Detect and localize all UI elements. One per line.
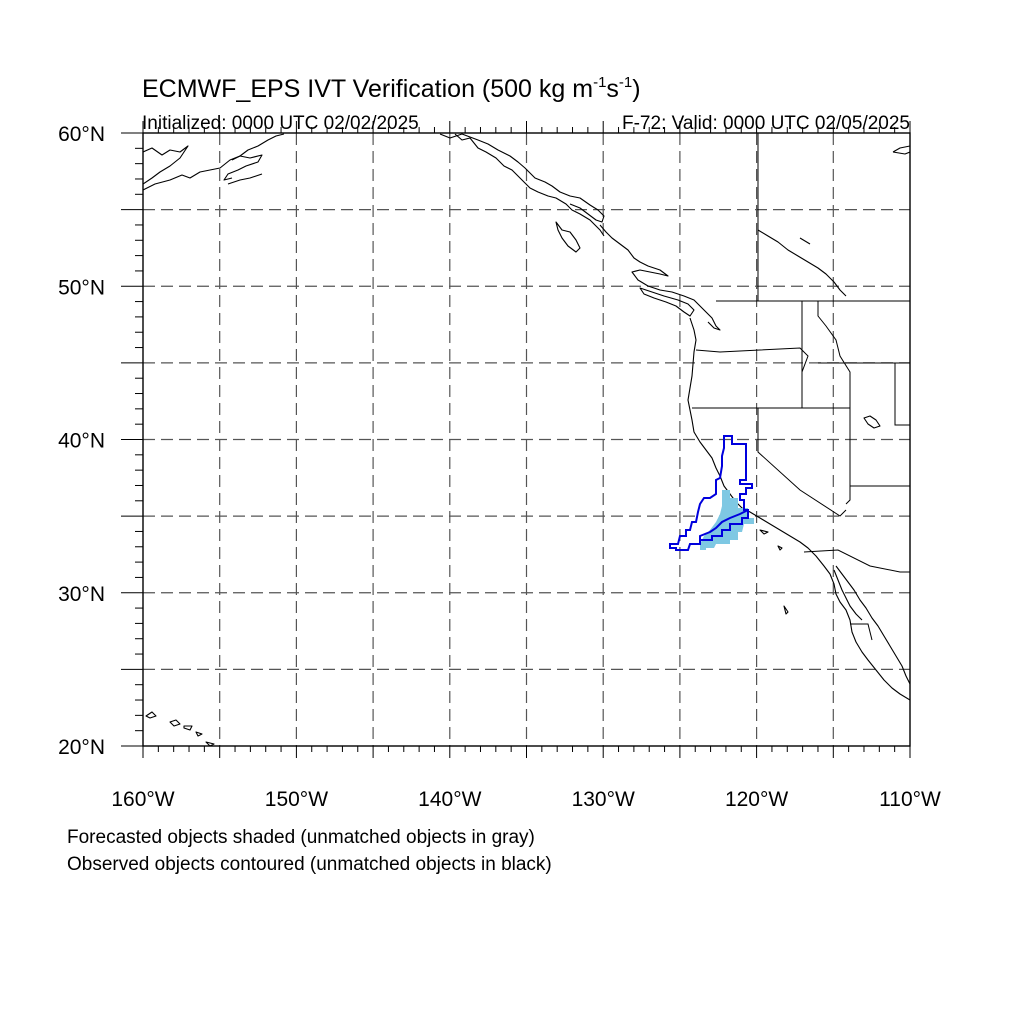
channel-islands bbox=[759, 529, 789, 615]
footnote-forecast: Forecasted objects shaded (unmatched obj… bbox=[67, 827, 535, 848]
lat-label: 20°N bbox=[58, 736, 105, 759]
hawaii-islands bbox=[145, 711, 215, 746]
lon-label: 120°W bbox=[725, 788, 788, 811]
longitude-labels: 160°W 150°W 140°W 130°W 120°W 110°W bbox=[111, 788, 941, 811]
lon-label: 130°W bbox=[572, 788, 635, 811]
lat-label: 40°N bbox=[58, 430, 105, 453]
map-title: ECMWF_EPS IVT Verification (500 kg m-1s-… bbox=[142, 74, 641, 103]
political-borders bbox=[692, 133, 910, 641]
lon-label: 140°W bbox=[418, 788, 481, 811]
lon-label: 150°W bbox=[265, 788, 328, 811]
lat-label: 30°N bbox=[58, 583, 105, 606]
coastlines bbox=[143, 133, 910, 701]
graticule bbox=[143, 133, 910, 746]
observed-object-contour bbox=[669, 435, 753, 551]
map-panel bbox=[121, 121, 911, 758]
footnote-observed: Observed objects contoured (unmatched ob… bbox=[67, 854, 552, 875]
lat-label: 60°N bbox=[58, 123, 105, 146]
valid-label: F-72: Valid: 0000 UTC 02/05/2025 bbox=[622, 113, 910, 134]
lon-label: 110°W bbox=[879, 788, 941, 811]
initialized-label: Initialized: 0000 UTC 02/02/2025 bbox=[142, 113, 419, 134]
lat-label: 50°N bbox=[58, 276, 105, 299]
latitude-labels: 60°N 50°N 40°N 30°N 20°N bbox=[58, 123, 105, 759]
lon-label: 160°W bbox=[111, 788, 174, 811]
axis-ticks bbox=[121, 121, 911, 758]
